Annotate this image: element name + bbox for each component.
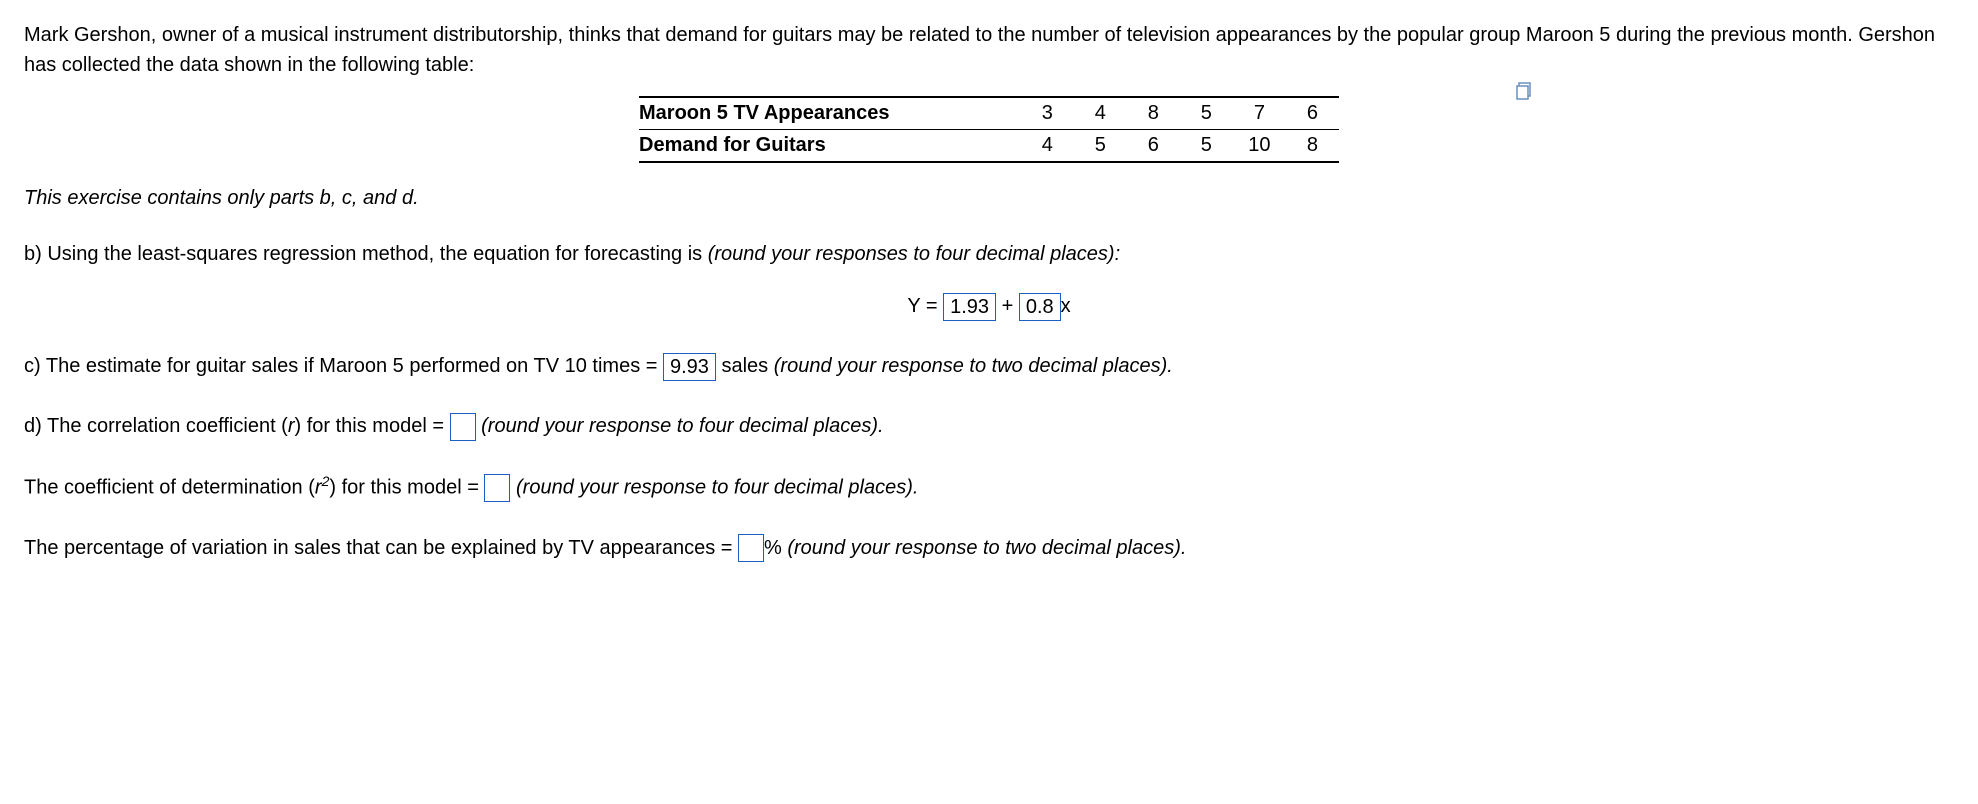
- part-c-text2: sales: [716, 355, 774, 377]
- part-d3-hint: (round your response to two decimal plac…: [787, 537, 1186, 559]
- table-cell: 4: [1021, 130, 1074, 163]
- part-b: b) Using the least-squares regression me…: [24, 238, 1954, 322]
- part-d2-hint: (round your response to four decimal pla…: [516, 477, 918, 499]
- r-symbol: r: [288, 415, 295, 437]
- table-cell: 8: [1127, 97, 1180, 130]
- eq-mid: +: [996, 295, 1019, 317]
- table-row: Demand for Guitars 4 5 6 5 10 8: [639, 130, 1339, 163]
- part-d3-text1: The percentage of variation in sales tha…: [24, 537, 738, 559]
- copy-table-icon[interactable]: [1516, 82, 1534, 106]
- table-cell: 6: [1286, 97, 1339, 130]
- table-cell: 3: [1021, 97, 1074, 130]
- regression-equation: Y = 1.93 + 0.8x: [24, 290, 1954, 322]
- table-cell: 4: [1074, 97, 1127, 130]
- row-label: Demand for Guitars: [639, 130, 1021, 163]
- part-b-text: b) Using the least-squares regression me…: [24, 243, 708, 265]
- part-d-line3: The percentage of variation in sales tha…: [24, 532, 1954, 564]
- sales-estimate-input[interactable]: 9.93: [663, 353, 716, 381]
- table-cell: 7: [1233, 97, 1286, 130]
- table-cell: 5: [1074, 130, 1127, 163]
- r-squared-symbol: r: [315, 477, 322, 499]
- data-table: Maroon 5 TV Appearances 3 4 8 5 7 6 Dema…: [639, 96, 1339, 163]
- intro-text: Mark Gershon, owner of a musical instrum…: [24, 20, 1954, 80]
- intercept-input[interactable]: 1.93: [943, 293, 996, 321]
- data-table-container: Maroon 5 TV Appearances 3 4 8 5 7 6 Dema…: [24, 96, 1954, 163]
- part-d1-text1: d) The correlation coefficient (: [24, 415, 288, 437]
- part-b-hint: (round your responses to four decimal pl…: [708, 243, 1120, 265]
- part-d1-hint: (round your response to four decimal pla…: [481, 415, 883, 437]
- eq-prefix: Y =: [907, 295, 943, 317]
- table-cell: 5: [1180, 130, 1233, 163]
- correlation-input[interactable]: [450, 413, 476, 441]
- part-d2-text1: The coefficient of determination (: [24, 477, 315, 499]
- variation-percent-input[interactable]: [738, 534, 764, 562]
- part-c-text1: c) The estimate for guitar sales if Maro…: [24, 355, 663, 377]
- exercise-note: This exercise contains only parts b, c, …: [24, 187, 1954, 210]
- part-d3-text2: %: [764, 537, 787, 559]
- table-row: Maroon 5 TV Appearances 3 4 8 5 7 6: [639, 97, 1339, 130]
- table-cell: 5: [1180, 97, 1233, 130]
- part-d-line1: d) The correlation coefficient (r) for t…: [24, 410, 1954, 442]
- part-d1-text2: ) for this model =: [295, 415, 450, 437]
- table-cell: 8: [1286, 130, 1339, 163]
- part-c-hint: (round your response to two decimal plac…: [774, 355, 1173, 377]
- table-cell: 6: [1127, 130, 1180, 163]
- part-d2-text2: ) for this model =: [329, 477, 484, 499]
- part-d-line2: The coefficient of determination (r2) fo…: [24, 470, 1954, 504]
- eq-suffix: x: [1061, 295, 1071, 317]
- part-c: c) The estimate for guitar sales if Maro…: [24, 350, 1954, 382]
- determination-input[interactable]: [484, 474, 510, 502]
- table-cell: 10: [1233, 130, 1286, 163]
- row-label: Maroon 5 TV Appearances: [639, 97, 1021, 130]
- slope-input[interactable]: 0.8: [1019, 293, 1061, 321]
